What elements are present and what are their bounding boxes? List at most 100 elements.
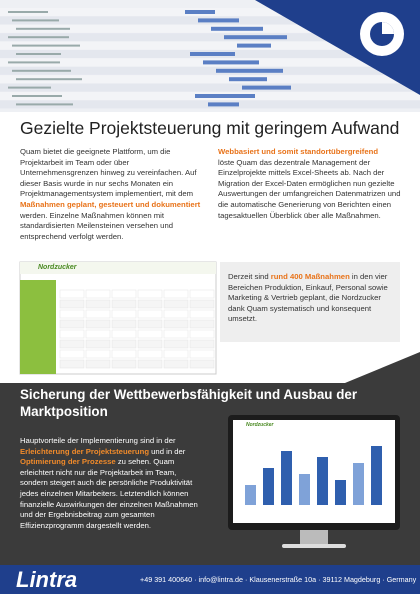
- callout-text: Derzeit sind rund 400 Maßnahmen in den v…: [228, 272, 394, 325]
- intro-right: Webbasiert und somit standortübergreifen…: [218, 147, 404, 221]
- screenshot-cell: [111, 339, 137, 349]
- intro-left: Quam bietet die geeignete Plattform, um …: [20, 147, 208, 242]
- gantt-bar: [229, 77, 267, 82]
- screenshot-cell: [189, 319, 215, 329]
- screenshot-cell: [85, 319, 111, 329]
- gantt-row: [0, 66, 420, 75]
- gantt-label: [8, 61, 60, 64]
- gantt-bar: [185, 10, 215, 14]
- screenshot-header: [20, 262, 216, 274]
- screenshot-cell: [111, 289, 137, 299]
- screenshot-cell: [59, 319, 85, 329]
- monitor-content: [245, 446, 382, 505]
- intro-right-heading: Webbasiert und somit standortübergreifen…: [218, 147, 379, 156]
- screenshot-cell: [163, 359, 189, 369]
- monitor-bar: [263, 468, 274, 505]
- text: Quam bietet die geeignete Plattform, um …: [20, 147, 197, 199]
- screenshot-cell: [189, 289, 215, 299]
- text: Hauptvorteile der Implementierung sind i…: [20, 436, 176, 445]
- gantt-bar: [190, 52, 235, 56]
- screenshot-cell: [111, 359, 137, 369]
- screenshot-cell: [59, 299, 85, 309]
- gantt-bar: [211, 26, 263, 31]
- screenshot-cell: [189, 329, 215, 339]
- screenshot-cell: [59, 349, 85, 359]
- highlight-text: Optimierung der Prozesse: [20, 457, 116, 467]
- screenshot-cell: [189, 299, 215, 309]
- screenshot-cell: [163, 349, 189, 359]
- intro-right-text: löste Quam das dezentrale Management der…: [218, 157, 401, 220]
- gantt-label: [16, 27, 70, 30]
- section-body: Hauptvorteile der Implementierung sind i…: [20, 436, 206, 531]
- gantt-bar: [216, 68, 283, 73]
- screenshot-table: [59, 289, 215, 369]
- monitor-brand: Nordzucker: [246, 422, 274, 428]
- screenshot-cell: [85, 339, 111, 349]
- screenshot-cell: [59, 359, 85, 369]
- gantt-row: [0, 33, 420, 42]
- footer-contact: +49 391 400640 · info@lintra.de · Klause…: [140, 575, 417, 584]
- screenshot-cell: [137, 289, 163, 299]
- text: Derzeit sind: [228, 272, 271, 281]
- screenshot-sidebar: [20, 280, 56, 374]
- gantt-label: [8, 86, 51, 89]
- screenshot-cell: [163, 309, 189, 319]
- gantt-row: [0, 75, 420, 84]
- screenshot-cell: [137, 319, 163, 329]
- monitor-bar: [317, 457, 328, 505]
- callout-box: [220, 262, 400, 342]
- monitor-foot: [282, 544, 346, 548]
- screenshot-cell: [85, 309, 111, 319]
- gantt-label: [16, 53, 61, 55]
- screenshot-cell: [137, 339, 163, 349]
- gantt-label: [8, 36, 69, 39]
- gantt-label: [12, 95, 62, 97]
- screenshot-cell: [59, 339, 85, 349]
- gantt-label: [16, 78, 82, 81]
- screenshot-cell: [163, 289, 189, 299]
- highlight-text: Maßnahmen geplant, gesteuert und dokumen…: [20, 199, 201, 209]
- footer-logo: Lintra: [16, 567, 78, 592]
- gantt-bar: [224, 35, 287, 40]
- screenshot-cell: [59, 329, 85, 339]
- screenshot-cell: [59, 309, 85, 319]
- screenshot-cell: [163, 299, 189, 309]
- monitor-bar: [299, 474, 310, 505]
- gantt-label: [16, 103, 73, 106]
- gantt-bar: [242, 85, 291, 90]
- gantt-bar: [237, 43, 271, 48]
- screenshot-cell: [137, 299, 163, 309]
- screenshot-brand: Nordzucker: [38, 264, 77, 271]
- gantt-label: [12, 44, 80, 47]
- footer: [0, 565, 420, 594]
- text: werden. Einzelne Maßnahmen können mit st…: [20, 210, 173, 241]
- quam-logo-cut: [382, 22, 394, 34]
- screenshot-cell: [111, 299, 137, 309]
- monitor-neck: [300, 530, 328, 544]
- screenshot-cell: [163, 319, 189, 329]
- highlight-text: Erleichterung der Projektsteuerung: [20, 446, 150, 456]
- screenshot-cell: [163, 339, 189, 349]
- gantt-label: [12, 69, 71, 72]
- text: zu sehen. Quam erleichtert nicht nur die…: [20, 457, 198, 530]
- gantt-bar: [195, 94, 255, 98]
- screenshot-cell: [111, 329, 137, 339]
- intro-title: Gezielte Projektsteuerung mit geringem A…: [20, 118, 400, 138]
- gantt-row: [0, 83, 420, 92]
- monitor-bar: [335, 480, 346, 505]
- gantt-row: [0, 24, 420, 33]
- gantt: [0, 8, 420, 109]
- gantt-row: [0, 41, 420, 50]
- monitor-bar: [353, 463, 364, 505]
- screenshot-cell: [85, 359, 111, 369]
- gantt-bar: [203, 60, 259, 65]
- text: und in der: [149, 446, 186, 456]
- screenshot-cell: [59, 289, 85, 299]
- screenshot-cell: [163, 329, 189, 339]
- screenshot-cell: [85, 349, 111, 359]
- screenshot-cell: [137, 309, 163, 319]
- screenshot-cell: [189, 339, 215, 349]
- monitor-bar: [245, 485, 256, 505]
- screenshot-cell: [85, 329, 111, 339]
